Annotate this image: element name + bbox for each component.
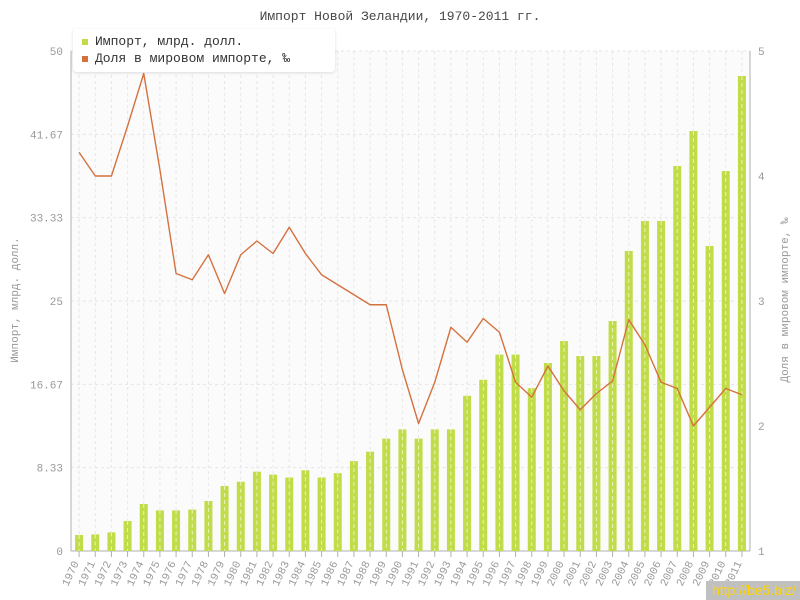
svg-text:41.67: 41.67	[30, 130, 63, 142]
svg-text:33.33: 33.33	[30, 214, 63, 226]
svg-text:Импорт, млрд. долл.: Импорт, млрд. долл.	[10, 237, 22, 362]
svg-text:16.67: 16.67	[30, 380, 63, 392]
svg-text:50: 50	[50, 47, 63, 59]
svg-text:1: 1	[758, 547, 765, 559]
svg-text:8.33: 8.33	[37, 464, 63, 476]
svg-text:2: 2	[758, 422, 765, 434]
svg-text:25: 25	[50, 297, 63, 309]
svg-text:0: 0	[56, 547, 63, 559]
svg-text:4: 4	[758, 172, 765, 184]
svg-text:5: 5	[758, 47, 765, 59]
svg-text:3: 3	[758, 297, 765, 309]
svg-text:Доля в мировом импорте, ‰: Доля в мировом импорте, ‰	[780, 217, 792, 382]
